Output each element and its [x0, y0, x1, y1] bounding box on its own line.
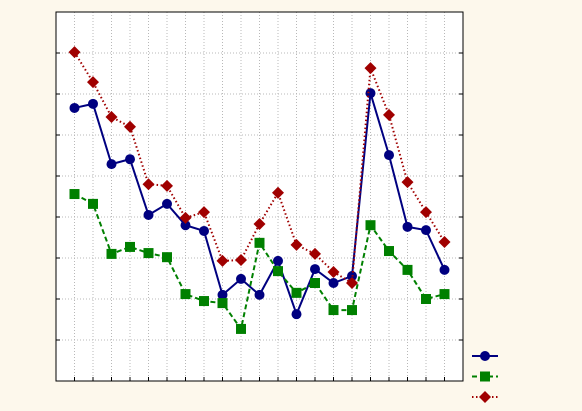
data-point — [439, 264, 450, 275]
data-point — [88, 198, 98, 209]
data-point — [106, 248, 117, 259]
data-point — [180, 220, 191, 231]
data-point — [235, 254, 247, 267]
data-point — [384, 150, 394, 161]
data-point — [421, 225, 431, 236]
data-point — [290, 238, 303, 251]
data-point — [310, 264, 320, 275]
data-point — [401, 176, 414, 189]
data-point — [254, 237, 265, 248]
data-point — [365, 220, 376, 231]
data-point — [88, 98, 98, 109]
data-point — [384, 246, 394, 257]
data-point — [69, 189, 80, 200]
data-point — [125, 241, 135, 252]
data-point — [328, 305, 339, 316]
data-point — [162, 198, 172, 209]
data-point — [291, 309, 302, 320]
data-point — [236, 273, 246, 284]
data-point — [421, 294, 431, 304]
data-point — [87, 76, 99, 89]
data-point — [180, 289, 191, 300]
data-point — [438, 236, 451, 249]
data-point — [198, 206, 210, 219]
legend-marker — [480, 371, 490, 382]
data-point — [347, 305, 357, 316]
legend-marker — [479, 391, 491, 403]
data-point — [161, 179, 173, 192]
data-point — [328, 278, 339, 289]
data-point — [383, 108, 395, 121]
data-point — [273, 255, 283, 266]
data-point — [199, 225, 209, 236]
data-point — [105, 110, 118, 123]
data-point — [402, 221, 413, 232]
plot-frame — [55, 11, 464, 382]
data-point — [346, 277, 358, 290]
data-point — [143, 248, 154, 259]
data-point — [179, 211, 192, 224]
data-point — [162, 252, 172, 263]
data-point — [253, 217, 266, 230]
data-point — [365, 88, 376, 99]
data-point — [125, 154, 135, 165]
data-point — [309, 247, 321, 260]
data-point — [273, 266, 283, 277]
data-point — [106, 159, 117, 170]
data-point — [199, 296, 209, 307]
data-point — [272, 186, 284, 199]
data-point — [439, 289, 450, 300]
data-point — [236, 323, 246, 334]
data-point — [217, 289, 228, 300]
data-point — [420, 206, 432, 219]
data-point — [217, 298, 228, 309]
data-point — [364, 62, 377, 75]
data-point — [69, 102, 80, 113]
data-point — [216, 254, 229, 267]
data-point — [142, 178, 155, 191]
data-point — [310, 278, 320, 289]
data-point — [124, 120, 136, 133]
plot-area — [56, 12, 463, 381]
data-point — [402, 264, 413, 275]
legend-marker — [480, 351, 490, 361]
data-point — [291, 287, 302, 298]
data-point — [68, 46, 81, 59]
data-point — [327, 265, 340, 278]
data-point — [254, 289, 265, 300]
data-point — [143, 209, 154, 220]
